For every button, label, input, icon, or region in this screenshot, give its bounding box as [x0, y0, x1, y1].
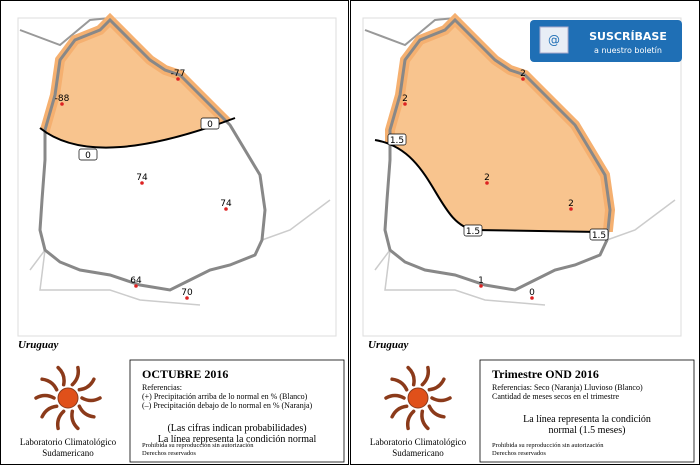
- info-title: Trimestre OND 2016: [492, 367, 599, 381]
- lab-name: Laboratorio Climatológico: [20, 437, 117, 447]
- map-label: 1.5: [390, 136, 404, 146]
- lab-name: Sudamericano: [392, 448, 444, 458]
- map-labels: -77 -88 0 0 74 74 64 70 2 2 1.5 2 2 1.5 1.5 1 0: [55, 69, 609, 300]
- reference: (+) Precipitación arriba de lo normal en…: [142, 392, 308, 401]
- map-label: 2: [520, 69, 526, 79]
- map-label: 2: [568, 199, 574, 209]
- info-title: OCTUBRE 2016: [142, 367, 228, 381]
- note: (Las cifras indican probabilidades): [167, 423, 306, 434]
- label-box: [200, 117, 220, 130]
- reference: (–) Precipitación debajo de lo normal en…: [142, 401, 312, 410]
- legal: Derechos reservados: [492, 450, 546, 457]
- lab-name: Sudamericano: [42, 448, 94, 458]
- sun-ray: [55, 409, 66, 431]
- station-dot: [403, 102, 407, 106]
- label-box: [463, 224, 483, 237]
- sun-ray: [70, 409, 80, 431]
- map-label: 0: [529, 288, 535, 298]
- sun-ray: [70, 365, 81, 387]
- svg-text:@: @: [548, 33, 560, 47]
- region-label: Uruguay: [368, 339, 408, 351]
- note: normal (1.5 meses): [549, 425, 626, 436]
- reference: Cantidad de meses secos en el trimestre: [492, 392, 620, 401]
- station-dot: [521, 77, 525, 81]
- banner-title: SUSCRÍBASE: [589, 30, 667, 43]
- map-label: 64: [130, 276, 142, 286]
- left-map: [17, 18, 337, 337]
- legal: Derechos reservados: [142, 450, 196, 457]
- map-label: 0: [207, 120, 213, 130]
- map-label: 74: [136, 173, 148, 183]
- sun-ray: [77, 404, 96, 419]
- sun-ray: [40, 404, 59, 419]
- sun-ray: [77, 377, 96, 392]
- map-label: 2: [402, 94, 408, 104]
- map-label: 2: [484, 173, 490, 183]
- map-label: 1: [478, 276, 484, 286]
- info-box: [479, 359, 695, 463]
- legal: Prohibida su reproducción sin autorizaci…: [142, 442, 254, 449]
- map-label: 1.5: [592, 231, 606, 241]
- station-dot: [140, 181, 144, 185]
- sun-ray: [384, 393, 406, 400]
- sun-ray: [390, 404, 409, 419]
- station-dot: [530, 296, 534, 300]
- subscribe-banner[interactable]: @ SUSCRÍBASE a nuestro boletín: [530, 20, 682, 62]
- note: La línea representa la condición normal: [158, 434, 317, 445]
- map-label: -88: [55, 94, 70, 104]
- station-dot: [569, 207, 573, 211]
- sun-ray: [40, 377, 59, 392]
- sun-ray: [34, 393, 56, 400]
- station-dot: [485, 181, 489, 185]
- region-label: Uruguay: [18, 339, 58, 351]
- sun-ray: [427, 377, 446, 392]
- station-dot: [479, 284, 483, 288]
- map-label: 1.5: [466, 227, 480, 237]
- reference: Referencias: Seco (Naranja) Lluvioso (Bl…: [492, 383, 643, 392]
- sun-ray: [406, 365, 416, 387]
- station-dot: [176, 77, 180, 81]
- sun-ray: [420, 409, 430, 431]
- station-dot: [185, 296, 189, 300]
- sun-core: [57, 387, 79, 409]
- station-dot: [60, 102, 64, 106]
- note: La línea representa la condición: [523, 414, 651, 425]
- station-dot: [224, 207, 228, 211]
- map-label: 70: [181, 288, 193, 298]
- reference: Referencias:: [142, 383, 182, 392]
- sun-ray: [427, 404, 446, 419]
- info-box: [129, 359, 345, 463]
- sun-ray: [420, 365, 431, 387]
- label-box: [78, 148, 98, 161]
- sun-ray: [405, 409, 416, 431]
- map-label: 0: [85, 151, 91, 161]
- right-map: [362, 18, 682, 337]
- lab-name: Laboratorio Climatológico: [370, 437, 467, 447]
- banner-subtitle: a nuestro boletín: [594, 46, 662, 55]
- station-dot: [134, 284, 138, 288]
- map-label: -77: [171, 69, 186, 79]
- sun-ray: [56, 365, 66, 387]
- sun-ray: [80, 396, 102, 403]
- legal: Prohibida su reproducción sin autorizaci…: [492, 442, 604, 449]
- map-label: 74: [220, 199, 232, 209]
- sun-ray: [390, 377, 409, 392]
- sun-ray: [430, 396, 452, 403]
- label-box: [589, 228, 609, 241]
- sun-core: [407, 387, 429, 409]
- label-box: [387, 133, 407, 146]
